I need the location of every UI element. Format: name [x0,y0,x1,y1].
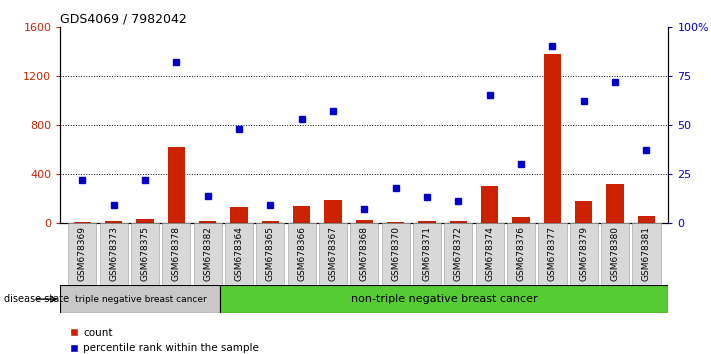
FancyBboxPatch shape [220,285,668,313]
Text: triple negative breast cancer: triple negative breast cancer [75,295,206,304]
Text: disease state: disease state [4,294,69,304]
Bar [199,221,216,223]
Bar [356,220,373,223]
Bar [575,201,592,223]
FancyBboxPatch shape [319,223,347,285]
Text: GSM678376: GSM678376 [517,226,525,281]
Bar [606,184,624,223]
FancyBboxPatch shape [256,223,284,285]
Text: GSM678378: GSM678378 [172,226,181,281]
FancyBboxPatch shape [538,223,567,285]
FancyBboxPatch shape [476,223,504,285]
FancyBboxPatch shape [288,223,316,285]
Bar [450,221,467,223]
Bar [262,221,279,223]
Bar [105,221,122,223]
FancyBboxPatch shape [60,285,220,313]
FancyBboxPatch shape [382,223,410,285]
Bar [513,217,530,223]
FancyBboxPatch shape [100,223,128,285]
Bar [324,200,342,223]
Text: GSM678366: GSM678366 [297,226,306,281]
Text: GSM678375: GSM678375 [141,226,149,281]
FancyBboxPatch shape [601,223,629,285]
Bar [293,206,310,223]
Bar [481,186,498,223]
FancyBboxPatch shape [225,223,253,285]
Bar [387,222,405,223]
FancyBboxPatch shape [193,223,222,285]
Bar [544,53,561,223]
Text: non-triple negative breast cancer: non-triple negative breast cancer [351,294,538,304]
Text: GSM678365: GSM678365 [266,226,275,281]
Text: GSM678373: GSM678373 [109,226,118,281]
Bar [137,219,154,223]
Bar [638,216,655,223]
FancyBboxPatch shape [413,223,441,285]
FancyBboxPatch shape [351,223,378,285]
FancyBboxPatch shape [162,223,191,285]
Text: GSM678381: GSM678381 [642,226,651,281]
Text: GDS4069 / 7982042: GDS4069 / 7982042 [60,12,187,25]
FancyBboxPatch shape [444,223,473,285]
FancyBboxPatch shape [131,223,159,285]
Text: GSM678372: GSM678372 [454,226,463,281]
Bar [419,221,436,223]
Legend: count, percentile rank within the sample: count, percentile rank within the sample [65,324,263,354]
Text: GSM678377: GSM678377 [548,226,557,281]
FancyBboxPatch shape [570,223,598,285]
Text: GSM678370: GSM678370 [391,226,400,281]
Bar [74,222,91,223]
FancyBboxPatch shape [632,223,661,285]
Text: GSM678382: GSM678382 [203,226,212,281]
Text: GSM678379: GSM678379 [579,226,588,281]
Text: GSM678380: GSM678380 [611,226,619,281]
FancyBboxPatch shape [507,223,535,285]
FancyBboxPatch shape [68,223,97,285]
Bar [168,147,185,223]
Text: GSM678364: GSM678364 [235,226,244,281]
Text: GSM678368: GSM678368 [360,226,369,281]
Text: GSM678374: GSM678374 [485,226,494,281]
Text: GSM678371: GSM678371 [422,226,432,281]
Text: GSM678367: GSM678367 [328,226,338,281]
Bar [230,207,247,223]
Text: GSM678369: GSM678369 [78,226,87,281]
